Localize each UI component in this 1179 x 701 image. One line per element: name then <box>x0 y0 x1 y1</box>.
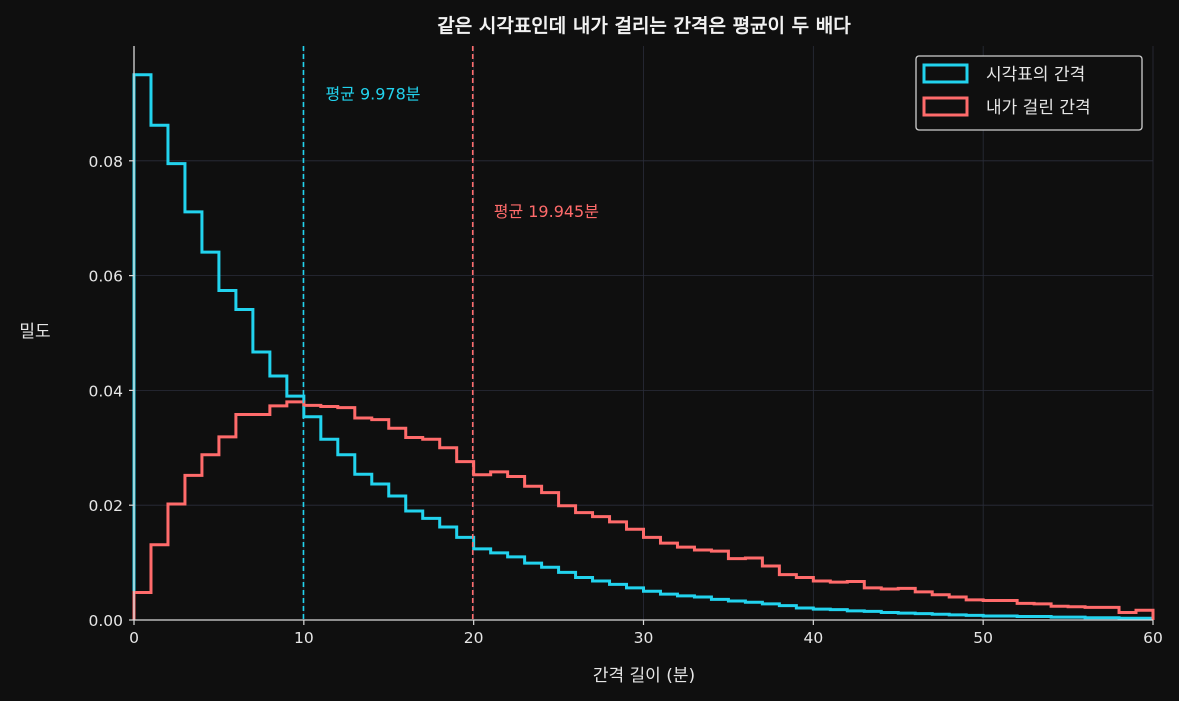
y-tick-label: 0.00 <box>88 612 123 630</box>
x-tick-label: 0 <box>129 629 139 647</box>
chart-title: 같은 시각표인데 내가 걸리는 간격은 평균이 두 배다 <box>437 15 851 37</box>
legend-swatch-schedule <box>922 63 969 84</box>
x-tick-label: 20 <box>464 629 484 647</box>
mean-layer <box>302 46 474 620</box>
mean-annotation-experienced: 평균 19.945분 <box>494 202 599 221</box>
y-tick-label: 0.08 <box>88 153 123 171</box>
x-axis-label: 간격 길이 (분) <box>593 666 695 686</box>
legend-label-experienced: 내가 걸린 간격 <box>986 98 1091 118</box>
legend-label-schedule: 시각표의 간격 <box>986 65 1085 85</box>
y-tick-label: 0.04 <box>88 382 123 400</box>
y-tick-label: 0.06 <box>88 268 123 286</box>
x-tick-label: 10 <box>294 629 314 647</box>
ticks-layer: 0 10 20 30 40 50 60 0.00 0.02 0.04 0.06 0.08 <box>88 153 1162 647</box>
legend: 시각표의 간격 내가 걸린 간격 <box>915 55 1143 131</box>
series-layer <box>132 73 1155 620</box>
legend-swatch-experienced <box>922 96 969 117</box>
histogram-step-schedule <box>132 73 1155 620</box>
x-tick-label: 50 <box>973 629 993 647</box>
x-tick-label: 30 <box>634 629 654 647</box>
y-tick-label: 0.02 <box>88 497 123 515</box>
x-tick-label: 60 <box>1143 629 1163 647</box>
y-axis-label: 밀도 <box>19 322 50 342</box>
histogram-step-experienced <box>132 400 1155 620</box>
legend-box <box>915 55 1143 131</box>
x-tick-label: 40 <box>803 629 823 647</box>
mean-annotation-schedule: 평균 9.978분 <box>325 84 420 103</box>
